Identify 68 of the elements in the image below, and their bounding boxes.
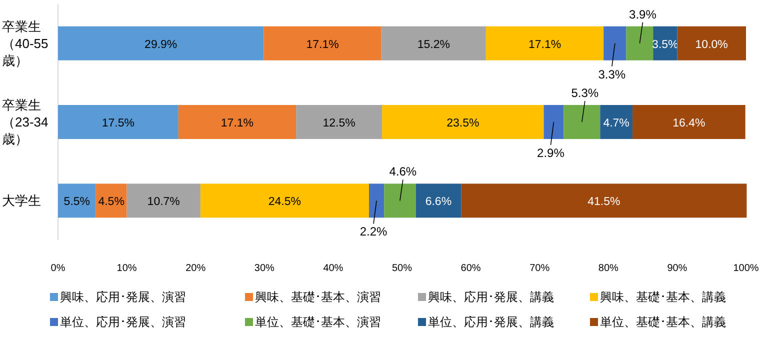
legend-label: 単位、基礎･基本、演習 bbox=[255, 315, 381, 329]
x-tick-label: 40% bbox=[323, 263, 344, 274]
bar bbox=[296, 105, 382, 139]
bar bbox=[58, 184, 96, 218]
x-tick-label: 100% bbox=[733, 263, 759, 274]
y-tick-label: 卒業生（23-34歳） bbox=[2, 98, 48, 146]
data-label: 41.5% bbox=[588, 196, 620, 208]
bar bbox=[600, 105, 632, 139]
x-tick-label: 10% bbox=[116, 263, 137, 274]
bar bbox=[382, 105, 544, 139]
data-label: 10.7% bbox=[147, 196, 180, 208]
bar bbox=[200, 184, 369, 218]
data-label: 15.2% bbox=[417, 38, 450, 51]
bar bbox=[126, 184, 200, 218]
data-label: 17.1% bbox=[528, 38, 562, 51]
x-tick-label: 80% bbox=[598, 263, 619, 274]
data-label: 17.5% bbox=[102, 118, 135, 130]
x-tick-label: 50% bbox=[392, 263, 412, 274]
legend-label: 興味、基礎･基本、講義 bbox=[600, 290, 726, 304]
data-label: 5.3% bbox=[571, 86, 599, 100]
bar bbox=[96, 184, 127, 218]
data-label: 2.2% bbox=[360, 224, 388, 239]
data-label: 10.0% bbox=[695, 38, 728, 51]
legend-label: 興味、応用･発展、演習 bbox=[60, 290, 186, 304]
data-label: 23.5% bbox=[446, 118, 480, 130]
bar bbox=[58, 105, 178, 139]
bar bbox=[632, 105, 746, 139]
legend-label: 興味、応用･発展、講義 bbox=[428, 290, 554, 304]
data-label: 17.1% bbox=[306, 38, 339, 51]
y-tick-label: 大学生 bbox=[2, 193, 41, 208]
x-tick-label: 20% bbox=[186, 263, 206, 274]
data-label: 6.6% bbox=[425, 196, 452, 208]
bar bbox=[677, 26, 746, 60]
data-label: 16.4% bbox=[672, 118, 706, 130]
bar bbox=[58, 26, 264, 60]
data-label: 4.7% bbox=[603, 118, 630, 130]
y-tick-label: 卒業生（40-55歳） bbox=[2, 18, 48, 68]
data-label: 4.5% bbox=[98, 196, 124, 208]
data-label: 29.9% bbox=[144, 38, 178, 51]
bar bbox=[368, 184, 384, 218]
data-label: 2.9% bbox=[537, 146, 565, 160]
bar bbox=[626, 26, 654, 60]
bar bbox=[178, 105, 296, 139]
data-label: 3.9% bbox=[629, 7, 657, 22]
bar bbox=[384, 184, 416, 218]
bar bbox=[381, 26, 486, 60]
bar bbox=[604, 26, 626, 60]
bar bbox=[564, 105, 600, 139]
data-label: 12.5% bbox=[322, 118, 356, 130]
data-label: 17.1% bbox=[220, 118, 254, 130]
bar bbox=[461, 184, 747, 218]
bar bbox=[264, 26, 382, 60]
x-tick-label: 70% bbox=[530, 263, 550, 274]
x-tick-label: 30% bbox=[254, 263, 275, 274]
data-label: 5.5% bbox=[64, 196, 90, 208]
legend-label: 単位、基礎･基本、講義 bbox=[600, 315, 726, 329]
legend-label: 興味、基礎･基本、演習 bbox=[255, 290, 381, 304]
legend-label: 単位、応用･発展、演習 bbox=[60, 315, 186, 329]
x-tick-label: 90% bbox=[667, 263, 688, 274]
data-label: 4.6% bbox=[389, 164, 417, 179]
bar bbox=[416, 184, 462, 218]
x-tick-label: 60% bbox=[460, 263, 481, 274]
data-label: 24.5% bbox=[268, 196, 301, 208]
data-label: 3.3% bbox=[598, 67, 626, 82]
x-tick-label: 0% bbox=[50, 263, 66, 274]
bar bbox=[544, 105, 564, 139]
bar bbox=[486, 26, 604, 60]
legend-label: 単位、応用･発展、講義 bbox=[428, 315, 554, 329]
